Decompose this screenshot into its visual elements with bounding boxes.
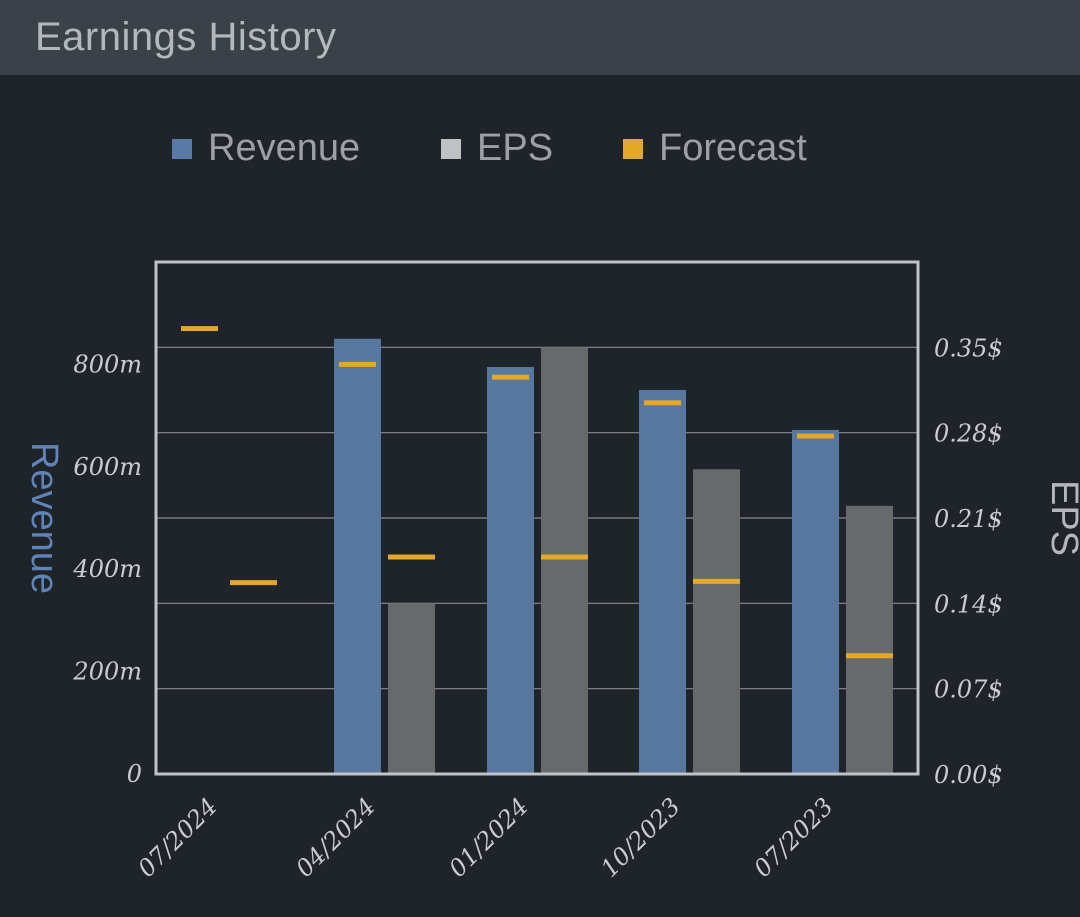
eps-bar bbox=[846, 505, 893, 774]
y-tick-label-right: 0.28$ bbox=[934, 420, 1003, 448]
forecast-marker-eps bbox=[541, 554, 588, 560]
eps-bar bbox=[693, 469, 740, 774]
revenue-bar bbox=[487, 366, 534, 774]
legend-label-forecast: Forecast bbox=[659, 127, 807, 169]
forecast-marker-eps bbox=[693, 578, 740, 584]
legend-label-revenue: Revenue bbox=[208, 127, 361, 169]
x-tick-label: 10/2023 bbox=[595, 792, 685, 882]
header-bar: Earnings History bbox=[0, 0, 1080, 75]
x-tick-label: 07/2024 bbox=[132, 792, 222, 882]
y-tick-label-left: 400m bbox=[72, 555, 142, 583]
y-tick-label-right: 0.00$ bbox=[934, 761, 1003, 789]
grid-lines bbox=[156, 346, 918, 690]
revenue-bar bbox=[334, 338, 381, 774]
revenue-bar bbox=[792, 429, 839, 774]
x-tick-label: 04/2024 bbox=[290, 792, 380, 882]
y-tick-label-left: 800m bbox=[73, 350, 142, 378]
eps-bar bbox=[541, 347, 588, 774]
forecast-marker-eps bbox=[846, 653, 893, 659]
forecast-marker-eps bbox=[388, 554, 435, 560]
forecast-marker-revenue bbox=[797, 433, 834, 439]
forecast-marker-eps bbox=[230, 580, 277, 586]
legend-swatch-forecast bbox=[623, 139, 643, 159]
forecast-marker-revenue bbox=[181, 326, 218, 332]
y-tick-label-right: 0.07$ bbox=[934, 676, 1003, 704]
y-tick-label-right: 0.35$ bbox=[934, 334, 1003, 362]
legend-label-eps: EPS bbox=[477, 127, 554, 169]
y-tick-label-left: 600m bbox=[73, 453, 142, 481]
page-title: Earnings History bbox=[35, 15, 337, 59]
legend-swatch-eps bbox=[441, 139, 461, 159]
plot-frame bbox=[154, 260, 920, 776]
x-tick-label: 01/2024 bbox=[443, 792, 533, 882]
eps-bar bbox=[388, 603, 435, 774]
forecast-marker-revenue bbox=[492, 374, 529, 380]
x-tick-label: 07/2023 bbox=[748, 792, 838, 882]
forecast-marker-revenue bbox=[339, 361, 376, 367]
y-axis-title-right: EPS bbox=[1043, 480, 1080, 556]
revenue-bar bbox=[639, 390, 686, 774]
legend-swatch-revenue bbox=[172, 139, 192, 159]
y-tick-label-left: 200m bbox=[72, 658, 142, 686]
forecast-markers bbox=[181, 326, 893, 659]
y-tick-label-left: 0 bbox=[127, 760, 142, 788]
bars bbox=[334, 338, 893, 774]
chart-legend: Revenue EPS Forecast bbox=[0, 125, 1080, 175]
y-tick-label-right: 0.14$ bbox=[934, 590, 1003, 618]
forecast-marker-revenue bbox=[644, 400, 681, 406]
y-axis-title-left: Revenue bbox=[23, 442, 65, 594]
y-tick-label-right: 0.21$ bbox=[934, 505, 1003, 533]
